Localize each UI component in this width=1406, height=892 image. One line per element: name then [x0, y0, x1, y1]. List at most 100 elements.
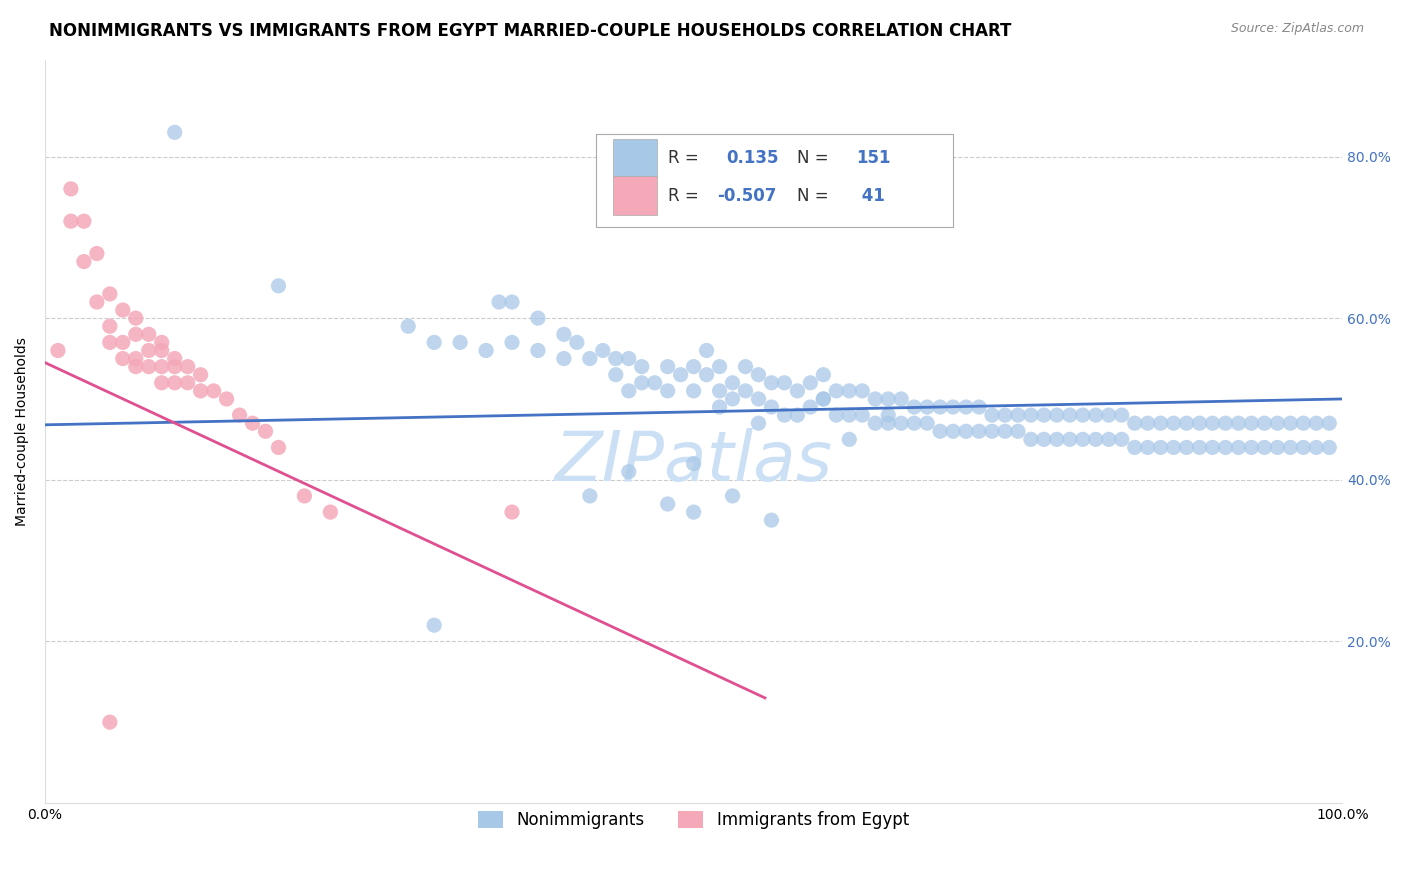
- Text: 151: 151: [856, 150, 890, 168]
- Point: [644, 376, 666, 390]
- Point: [150, 359, 173, 374]
- Point: [942, 400, 965, 414]
- Point: [877, 392, 900, 406]
- Point: [1032, 433, 1054, 447]
- Point: [138, 359, 160, 374]
- Point: [773, 376, 796, 390]
- Point: [501, 335, 523, 350]
- Point: [813, 392, 835, 406]
- Point: [1149, 416, 1171, 430]
- Point: [1136, 416, 1159, 430]
- Point: [1084, 408, 1107, 422]
- Point: [1123, 441, 1146, 455]
- Point: [1201, 416, 1223, 430]
- Point: [125, 311, 148, 326]
- Point: [617, 351, 640, 366]
- Point: [46, 343, 69, 358]
- Point: [890, 416, 912, 430]
- Point: [319, 505, 342, 519]
- Point: [228, 408, 250, 422]
- Point: [59, 182, 82, 196]
- Point: [1253, 441, 1275, 455]
- Point: [267, 441, 290, 455]
- Point: [1071, 433, 1094, 447]
- Point: [396, 319, 419, 334]
- Point: [903, 400, 925, 414]
- Point: [1292, 441, 1315, 455]
- Point: [86, 246, 108, 260]
- Point: [682, 359, 704, 374]
- Point: [605, 351, 627, 366]
- Point: [98, 287, 121, 301]
- Point: [1111, 433, 1133, 447]
- Point: [242, 416, 264, 430]
- Point: [994, 424, 1017, 438]
- Text: N =: N =: [797, 186, 834, 204]
- Point: [786, 384, 808, 398]
- Text: R =: R =: [668, 186, 703, 204]
- Point: [799, 400, 821, 414]
- Point: [423, 335, 446, 350]
- Point: [696, 368, 718, 382]
- Point: [1227, 416, 1250, 430]
- Point: [150, 376, 173, 390]
- Point: [1059, 408, 1081, 422]
- Point: [747, 368, 769, 382]
- Text: 41: 41: [856, 186, 884, 204]
- Legend: Nonimmigrants, Immigrants from Egypt: Nonimmigrants, Immigrants from Egypt: [472, 804, 915, 836]
- Point: [838, 384, 860, 398]
- Point: [981, 408, 1004, 422]
- Point: [630, 376, 652, 390]
- Point: [1046, 408, 1069, 422]
- FancyBboxPatch shape: [613, 139, 657, 178]
- Point: [761, 400, 783, 414]
- Point: [721, 376, 744, 390]
- Point: [1149, 441, 1171, 455]
- Point: [1163, 441, 1185, 455]
- Point: [709, 384, 731, 398]
- Point: [682, 457, 704, 471]
- Point: [449, 335, 471, 350]
- Point: [1046, 433, 1069, 447]
- Point: [838, 408, 860, 422]
- Text: NONIMMIGRANTS VS IMMIGRANTS FROM EGYPT MARRIED-COUPLE HOUSEHOLDS CORRELATION CHA: NONIMMIGRANTS VS IMMIGRANTS FROM EGYPT M…: [49, 22, 1011, 40]
- Point: [696, 343, 718, 358]
- Point: [709, 359, 731, 374]
- Point: [579, 489, 602, 503]
- Point: [1317, 416, 1340, 430]
- Point: [475, 343, 498, 358]
- Point: [1305, 416, 1327, 430]
- Point: [734, 359, 756, 374]
- Point: [903, 416, 925, 430]
- Point: [294, 489, 316, 503]
- Point: [851, 408, 873, 422]
- Point: [98, 335, 121, 350]
- Point: [98, 319, 121, 334]
- Point: [799, 376, 821, 390]
- Point: [761, 376, 783, 390]
- Point: [501, 295, 523, 310]
- Point: [1019, 433, 1042, 447]
- Point: [488, 295, 510, 310]
- Point: [865, 416, 887, 430]
- Point: [929, 400, 952, 414]
- Point: [1123, 416, 1146, 430]
- Point: [163, 359, 186, 374]
- Point: [967, 400, 990, 414]
- Point: [190, 368, 212, 382]
- Point: [163, 376, 186, 390]
- Point: [1071, 408, 1094, 422]
- Point: [915, 400, 938, 414]
- Point: [1317, 441, 1340, 455]
- Point: [1136, 441, 1159, 455]
- Point: [202, 384, 225, 398]
- Point: [761, 513, 783, 527]
- Point: [915, 416, 938, 430]
- Point: [1227, 441, 1250, 455]
- Text: Source: ZipAtlas.com: Source: ZipAtlas.com: [1230, 22, 1364, 36]
- Point: [86, 295, 108, 310]
- Point: [1059, 433, 1081, 447]
- Point: [423, 618, 446, 632]
- Point: [176, 376, 198, 390]
- Point: [73, 214, 96, 228]
